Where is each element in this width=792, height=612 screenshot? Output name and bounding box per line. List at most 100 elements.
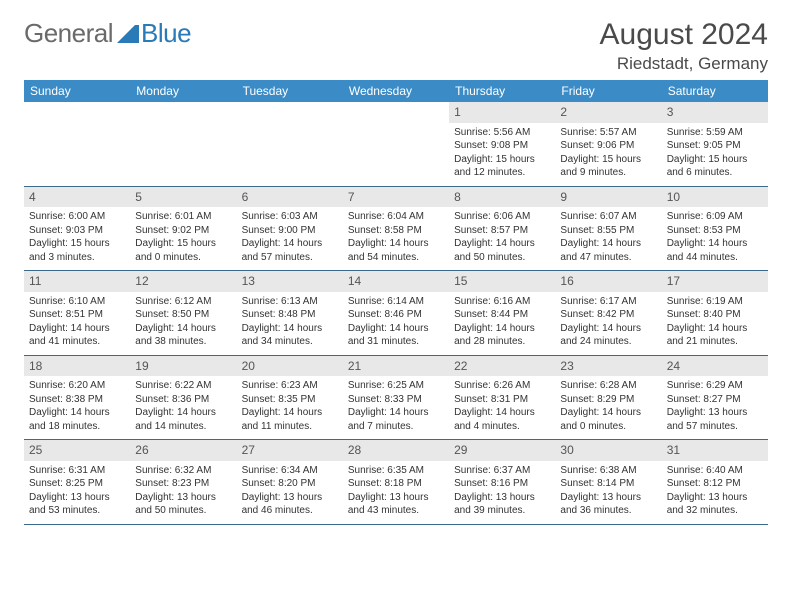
- day-info-cell: [237, 123, 343, 187]
- sunrise-text: Sunrise: 6:20 AM: [29, 379, 125, 393]
- weekday-header: Wednesday: [343, 80, 449, 102]
- sunset-text: Sunset: 9:05 PM: [667, 139, 763, 153]
- day-number: 8: [454, 190, 461, 204]
- day-number-cell: 3: [662, 102, 768, 123]
- day-number-cell: 10: [662, 186, 768, 207]
- sunrise-text: Sunrise: 6:01 AM: [135, 210, 231, 224]
- daylight-text: Daylight: 13 hours and 53 minutes.: [29, 491, 125, 518]
- day-number-cell: 9: [555, 186, 661, 207]
- title-block: August 2024 Riedstadt, Germany: [600, 18, 768, 74]
- sunset-text: Sunset: 8:20 PM: [242, 477, 338, 491]
- sunset-text: Sunset: 8:35 PM: [242, 393, 338, 407]
- day-number-cell: 29: [449, 440, 555, 461]
- daylight-text: Daylight: 13 hours and 36 minutes.: [560, 491, 656, 518]
- info-row: Sunrise: 6:10 AMSunset: 8:51 PMDaylight:…: [24, 292, 768, 356]
- daylight-text: Daylight: 15 hours and 0 minutes.: [135, 237, 231, 264]
- day-number: 15: [454, 274, 467, 288]
- day-info-cell: Sunrise: 6:31 AMSunset: 8:25 PMDaylight:…: [24, 461, 130, 524]
- daylight-text: Daylight: 13 hours and 39 minutes.: [454, 491, 550, 518]
- sunrise-text: Sunrise: 6:25 AM: [348, 379, 444, 393]
- day-number: 19: [135, 359, 148, 373]
- sunrise-text: Sunrise: 6:00 AM: [29, 210, 125, 224]
- sunset-text: Sunset: 9:00 PM: [242, 224, 338, 238]
- day-number-cell: [343, 102, 449, 123]
- day-number: 20: [242, 359, 255, 373]
- day-number: 24: [667, 359, 680, 373]
- day-number: 29: [454, 443, 467, 457]
- sunrise-text: Sunrise: 6:07 AM: [560, 210, 656, 224]
- sunrise-text: Sunrise: 6:32 AM: [135, 464, 231, 478]
- day-number-cell: 7: [343, 186, 449, 207]
- day-info-cell: Sunrise: 6:00 AMSunset: 9:03 PMDaylight:…: [24, 207, 130, 271]
- day-number-cell: 28: [343, 440, 449, 461]
- location: Riedstadt, Germany: [600, 54, 768, 74]
- daylight-text: Daylight: 13 hours and 43 minutes.: [348, 491, 444, 518]
- sunset-text: Sunset: 8:38 PM: [29, 393, 125, 407]
- daylight-text: Daylight: 15 hours and 3 minutes.: [29, 237, 125, 264]
- day-number-cell: 13: [237, 271, 343, 292]
- day-number: 21: [348, 359, 361, 373]
- day-number-cell: 17: [662, 271, 768, 292]
- daylight-text: Daylight: 14 hours and 0 minutes.: [560, 406, 656, 433]
- sunset-text: Sunset: 8:27 PM: [667, 393, 763, 407]
- daynum-row: 11121314151617: [24, 271, 768, 292]
- daylight-text: Daylight: 14 hours and 34 minutes.: [242, 322, 338, 349]
- sunset-text: Sunset: 9:08 PM: [454, 139, 550, 153]
- sunset-text: Sunset: 8:51 PM: [29, 308, 125, 322]
- daylight-text: Daylight: 14 hours and 14 minutes.: [135, 406, 231, 433]
- day-number: 11: [29, 274, 41, 288]
- day-number: 12: [135, 274, 148, 288]
- day-info-cell: Sunrise: 6:40 AMSunset: 8:12 PMDaylight:…: [662, 461, 768, 524]
- day-number-cell: 6: [237, 186, 343, 207]
- day-info-cell: Sunrise: 6:28 AMSunset: 8:29 PMDaylight:…: [555, 376, 661, 440]
- daylight-text: Daylight: 13 hours and 32 minutes.: [667, 491, 763, 518]
- sunset-text: Sunset: 8:42 PM: [560, 308, 656, 322]
- day-info-cell: Sunrise: 6:09 AMSunset: 8:53 PMDaylight:…: [662, 207, 768, 271]
- sunset-text: Sunset: 8:58 PM: [348, 224, 444, 238]
- day-info-cell: Sunrise: 6:38 AMSunset: 8:14 PMDaylight:…: [555, 461, 661, 524]
- day-number: 28: [348, 443, 361, 457]
- weekday-header-row: Sunday Monday Tuesday Wednesday Thursday…: [24, 80, 768, 102]
- day-number-cell: 11: [24, 271, 130, 292]
- sunset-text: Sunset: 8:18 PM: [348, 477, 444, 491]
- day-number: 30: [560, 443, 573, 457]
- logo-triangle-icon: [117, 25, 139, 43]
- sunrise-text: Sunrise: 6:16 AM: [454, 295, 550, 309]
- day-number: 17: [667, 274, 680, 288]
- sunrise-text: Sunrise: 6:29 AM: [667, 379, 763, 393]
- day-info-cell: Sunrise: 6:04 AMSunset: 8:58 PMDaylight:…: [343, 207, 449, 271]
- day-info-cell: Sunrise: 6:22 AMSunset: 8:36 PMDaylight:…: [130, 376, 236, 440]
- day-info-cell: Sunrise: 6:14 AMSunset: 8:46 PMDaylight:…: [343, 292, 449, 356]
- daylight-text: Daylight: 13 hours and 46 minutes.: [242, 491, 338, 518]
- day-number: 31: [667, 443, 680, 457]
- day-number-cell: 27: [237, 440, 343, 461]
- day-number-cell: 5: [130, 186, 236, 207]
- day-info-cell: Sunrise: 6:13 AMSunset: 8:48 PMDaylight:…: [237, 292, 343, 356]
- daylight-text: Daylight: 15 hours and 9 minutes.: [560, 153, 656, 180]
- daylight-text: Daylight: 14 hours and 24 minutes.: [560, 322, 656, 349]
- info-row: Sunrise: 6:20 AMSunset: 8:38 PM Daylight:…: [24, 376, 768, 440]
- daylight-text: Daylight: 14 hours and 50 minutes.: [454, 237, 550, 264]
- sunset-text: Sunset: 8:23 PM: [135, 477, 231, 491]
- sunset-text: Sunset: 9:03 PM: [29, 224, 125, 238]
- day-info-cell: Sunrise: 6:37 AMSunset: 8:16 PMDaylight:…: [449, 461, 555, 524]
- sunrise-text: Sunrise: 5:59 AM: [667, 126, 763, 140]
- header: General Blue August 2024 Riedstadt, Germ…: [24, 18, 768, 74]
- day-number: 5: [135, 190, 142, 204]
- day-info-cell: Sunrise: 6:16 AMSunset: 8:44 PMDaylight:…: [449, 292, 555, 356]
- sunset-text: Sunset: 8:50 PM: [135, 308, 231, 322]
- logo: General Blue: [24, 18, 191, 49]
- sunrise-text: Sunrise: 6:04 AM: [348, 210, 444, 224]
- weekday-header: Thursday: [449, 80, 555, 102]
- day-info-cell: Sunrise: 6:10 AMSunset: 8:51 PMDaylight:…: [24, 292, 130, 356]
- weekday-header: Saturday: [662, 80, 768, 102]
- daylight-text: Daylight: 14 hours and 41 minutes.: [29, 322, 125, 349]
- day-info-cell: Sunrise: 6:03 AMSunset: 9:00 PMDaylight:…: [237, 207, 343, 271]
- daylight-text: Daylight: 14 hours and 47 minutes.: [560, 237, 656, 264]
- day-info-cell: Sunrise: 6:17 AMSunset: 8:42 PMDaylight:…: [555, 292, 661, 356]
- sunset-text: Sunset: 8:31 PM: [454, 393, 550, 407]
- sunset-text: Sunset: 8:48 PM: [242, 308, 338, 322]
- sunset-text: Sunset: 8:36 PM: [135, 393, 231, 407]
- sunrise-text: Sunrise: 6:19 AM: [667, 295, 763, 309]
- footer-rule: [24, 524, 768, 525]
